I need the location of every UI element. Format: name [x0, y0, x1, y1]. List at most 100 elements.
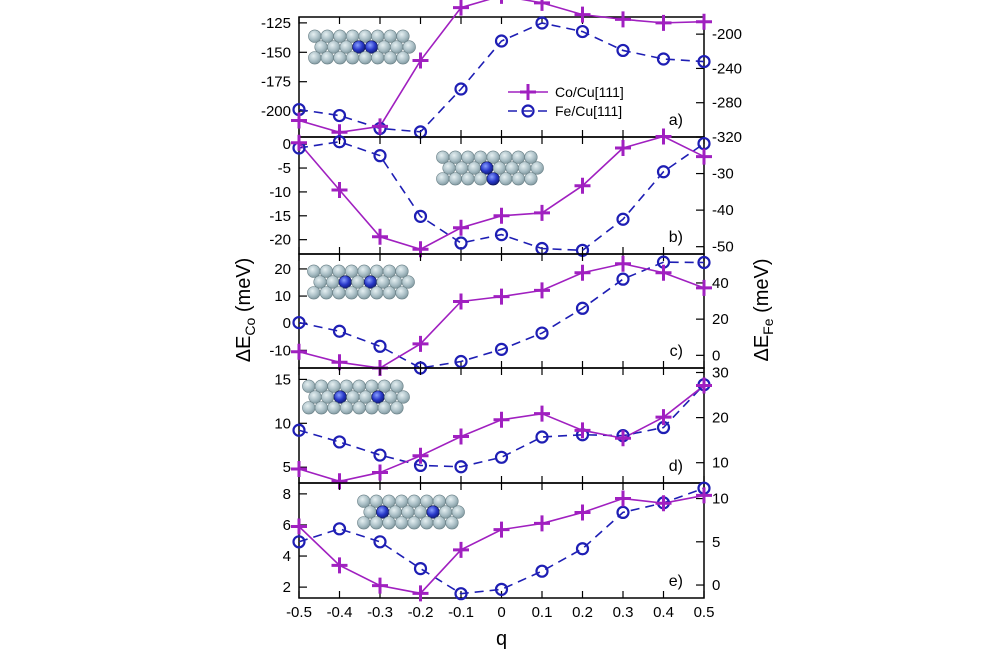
x-tick-label: -0.1 [448, 604, 474, 621]
fe-data-point [332, 324, 347, 338]
cu-atom [352, 379, 366, 393]
co-data-point [534, 515, 550, 532]
co-data-point [453, 293, 469, 310]
fe-data-point [292, 315, 306, 330]
fe-data-point [413, 209, 428, 223]
cu-atom [420, 516, 434, 530]
panel-label: a) [669, 112, 683, 129]
cu-atom [499, 172, 513, 186]
cu-atom [436, 172, 450, 186]
co-data-point [291, 343, 307, 360]
cu-atom [339, 40, 353, 54]
co-data-point [655, 14, 672, 31]
right-tick-label: -280 [712, 95, 742, 112]
right-tick-label: 10 [712, 491, 729, 508]
co-data-point [331, 182, 348, 199]
cu-atom [363, 505, 377, 519]
x-tick-label: 0.4 [653, 604, 674, 621]
x-tick-label: -0.4 [327, 604, 353, 621]
cu-atom [396, 51, 410, 65]
cu-atom [371, 51, 385, 65]
cu-atom [442, 161, 456, 175]
legend-marker-2 [521, 104, 535, 118]
atomic-structure-inset-4 [302, 379, 410, 415]
cu-atom [357, 494, 371, 508]
left-tick-label: 2 [283, 579, 291, 596]
right-tick-label: 40 [712, 275, 729, 292]
atomic-structure-inset-3 [307, 264, 415, 300]
fe-data-point [494, 34, 509, 48]
left-tick-label: -20 [269, 232, 291, 249]
left-tick-label: -175 [261, 74, 291, 91]
cu-atom [432, 516, 446, 530]
legend-label-2: Fe/Cu[111] [555, 103, 622, 119]
adatom [376, 505, 390, 519]
fe-data-point [292, 535, 306, 549]
cu-atom [377, 401, 391, 415]
fe-data-point [454, 236, 468, 250]
co-data-point [493, 521, 510, 538]
cu-atom [486, 150, 500, 164]
cu-atom [369, 516, 383, 530]
cu-atom [473, 150, 488, 164]
x-tick-label: 0 [497, 604, 505, 621]
fe-data-point [373, 149, 387, 163]
left-tick-label: 0 [283, 136, 291, 153]
co-data-point [291, 460, 307, 477]
cu-atom [492, 161, 507, 175]
co-data-point [493, 411, 510, 428]
right-tick-label: -240 [712, 60, 742, 77]
fe-data-point [292, 423, 306, 437]
co-data-point [331, 557, 348, 574]
right-tick-label: 10 [712, 455, 729, 472]
co-data-point [655, 128, 672, 145]
x-tick-label: -0.2 [408, 604, 434, 621]
right-tick-label: -320 [712, 129, 742, 146]
cu-atom [365, 379, 379, 393]
adatom [333, 390, 347, 404]
right-tick-label: 0 [712, 347, 720, 364]
right-tick-label: 30 [712, 365, 729, 382]
cu-atom [319, 264, 333, 278]
panel-5: 2 4 6 8 0 5 10 e) [283, 481, 729, 602]
x-axis-label: q [496, 628, 507, 650]
cu-atom [332, 264, 346, 278]
cu-atom [344, 264, 359, 278]
co-data-point [696, 487, 712, 504]
co-data-point [574, 177, 591, 194]
co-data-point [291, 134, 307, 151]
fe-data-point [616, 272, 630, 286]
legend-marker-1 [520, 84, 536, 100]
fe-data-point [494, 228, 509, 242]
panel-3: 20 10 0 -10 40 20 0 c) [269, 253, 729, 376]
fe-data-point [656, 52, 671, 66]
cu-atom [420, 494, 434, 508]
cu-atom [307, 286, 321, 300]
co-data-point [412, 52, 429, 69]
adatom [371, 390, 385, 404]
left-tick-label: -10 [269, 184, 291, 201]
cu-atom [302, 401, 316, 415]
cu-atom [388, 505, 402, 519]
fe-series-line [298, 140, 705, 252]
cu-atom [401, 505, 415, 519]
fe-data-point [454, 354, 468, 369]
fe-data-point [575, 542, 590, 556]
left-tick-label: 4 [283, 548, 291, 565]
co-data-point [291, 518, 307, 535]
fe-series-line [298, 261, 705, 369]
co-data-point [615, 430, 631, 447]
co-data-point [615, 11, 631, 28]
co-data-point [534, 0, 550, 11]
cu-atom [511, 150, 525, 164]
fe-data-point [697, 255, 711, 270]
cu-atom [320, 29, 334, 43]
cu-atom [395, 286, 409, 300]
left-tick-label: 10 [274, 415, 291, 432]
left-y-axis-label: ΔECo (meV) [233, 258, 258, 363]
left-tick-label: 8 [283, 486, 291, 503]
panel-1: -125 -150 -175 -200 -200 -240 -280 -320 a) [261, 0, 742, 146]
fe-data-point [535, 326, 549, 340]
cu-atom [394, 516, 409, 530]
